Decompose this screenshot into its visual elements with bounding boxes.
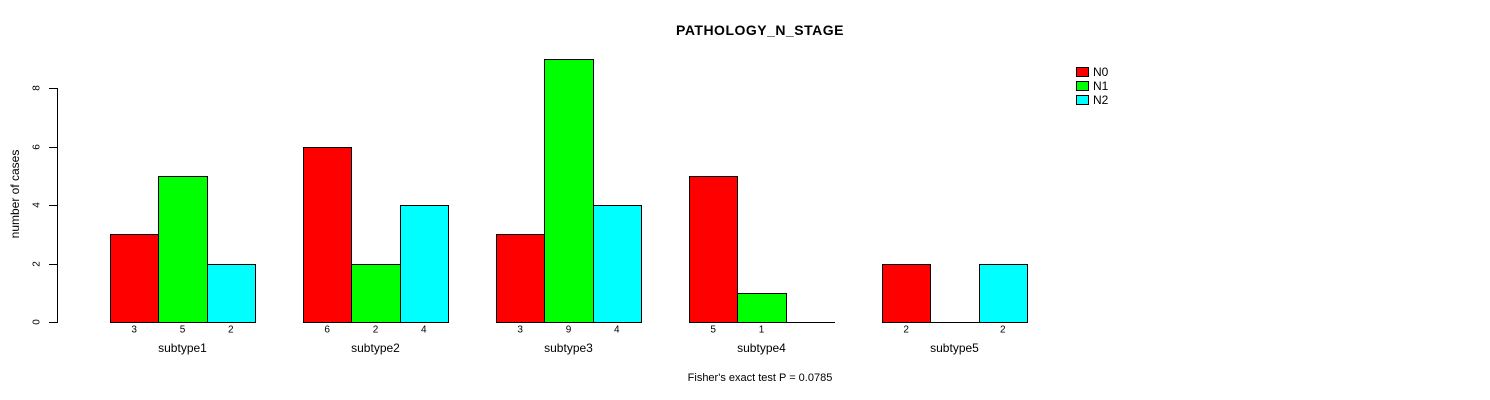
group-baseline [303, 322, 449, 323]
category-label-subtype2: subtype2 [351, 341, 400, 355]
legend-swatch-N2 [1076, 95, 1089, 105]
bar-value-label: 5 [179, 324, 186, 336]
bar-value-label: 2 [372, 324, 379, 336]
y-tick-label: 6 [31, 143, 43, 150]
bar-value-label: 6 [324, 324, 330, 336]
legend-item-N0: N0 [1076, 65, 1108, 79]
legend-item-N2: N2 [1076, 93, 1108, 107]
bar-N1-subtype3 [544, 58, 594, 323]
bar-N2-subtype5 [978, 263, 1028, 323]
bar-value-label: 4 [421, 324, 427, 336]
legend-swatch-N1 [1076, 81, 1089, 91]
bar-N0-subtype5 [882, 263, 932, 323]
y-tick [49, 205, 57, 206]
bar-N0-subtype4 [689, 175, 739, 323]
legend-label: N0 [1093, 65, 1109, 79]
y-axis-title: number of cases [8, 149, 22, 239]
group-baseline [882, 322, 1028, 323]
bar-N1-subtype1 [158, 175, 208, 323]
category-label-subtype4: subtype4 [737, 341, 786, 355]
bar-value-label: 4 [614, 324, 620, 336]
group-baseline [689, 322, 835, 323]
category-label-subtype5: subtype5 [930, 341, 979, 355]
bar-value-label: 2 [1000, 324, 1006, 336]
chart-title: PATHOLOGY_N_STAGE [676, 22, 844, 38]
bar-value-label: 3 [517, 324, 523, 336]
legend-swatch-N0 [1076, 67, 1089, 77]
category-label-subtype1: subtype1 [158, 341, 207, 355]
bar-N1-subtype2 [351, 263, 401, 323]
y-tick [49, 322, 57, 323]
category-label-subtype3: subtype3 [544, 341, 593, 355]
bar-value-label: 5 [710, 324, 716, 336]
bar-N0-subtype2 [303, 146, 353, 323]
y-tick [49, 263, 57, 265]
legend-item-N1: N1 [1076, 79, 1108, 93]
bar-N2-subtype3 [592, 205, 642, 323]
bar-N0-subtype3 [496, 234, 546, 323]
bar-N2-subtype2 [399, 205, 449, 323]
group-baseline [496, 322, 642, 323]
bar-N2-subtype1 [206, 263, 256, 323]
footnote: Fisher's exact test P = 0.0785 [687, 372, 833, 384]
bar-value-label: 1 [758, 324, 765, 336]
y-axis-line [57, 88, 58, 323]
y-tick-label: 8 [31, 85, 43, 91]
bar-value-label: 2 [228, 324, 234, 336]
bar-value-label: 2 [903, 324, 909, 336]
bar-value-label: 3 [131, 324, 137, 336]
y-tick-label: 2 [31, 260, 43, 267]
group-baseline [110, 322, 256, 323]
bar-value-label: 9 [565, 324, 572, 336]
y-tick-label: 0 [31, 319, 43, 325]
y-tick-label: 4 [31, 202, 43, 208]
y-tick [49, 146, 57, 148]
y-tick [49, 88, 57, 89]
bar-N1-subtype4 [737, 292, 787, 323]
bar-N0-subtype1 [110, 234, 160, 323]
legend-label: N2 [1093, 93, 1109, 107]
legend: N0 N1 N2 [1076, 65, 1108, 107]
legend-label: N1 [1093, 79, 1109, 93]
